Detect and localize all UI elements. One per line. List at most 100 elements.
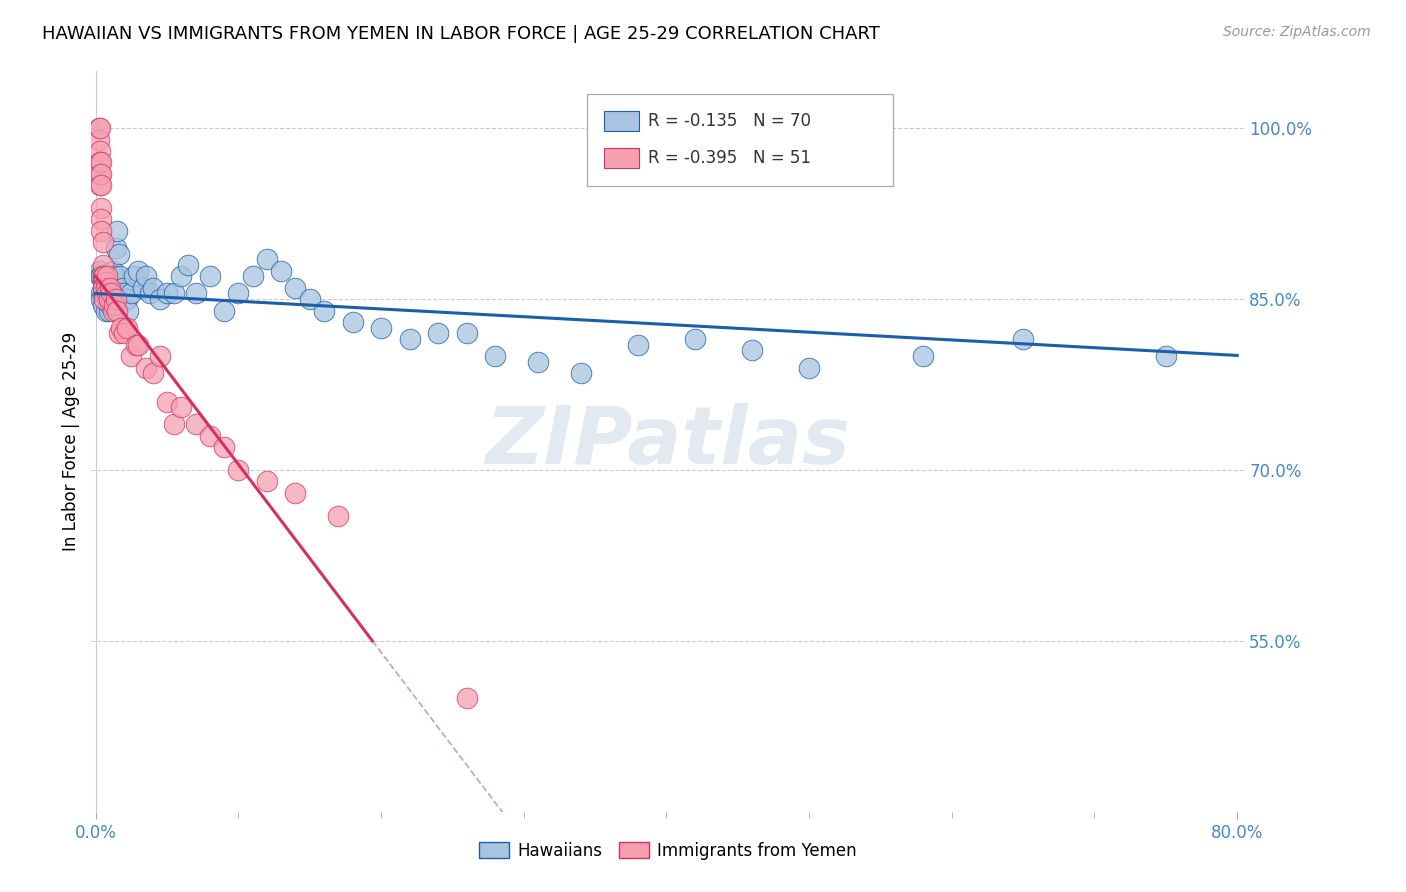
Point bbox=[127, 337, 149, 351]
Point bbox=[90, 212, 112, 227]
Text: R = -0.135   N = 70: R = -0.135 N = 70 bbox=[648, 112, 811, 130]
Y-axis label: In Labor Force | Age 25-29: In Labor Force | Age 25-29 bbox=[62, 332, 80, 551]
Point bbox=[398, 332, 420, 346]
Point bbox=[142, 281, 165, 295]
Point bbox=[98, 298, 121, 312]
Point bbox=[90, 178, 112, 193]
Point bbox=[91, 281, 114, 295]
Point bbox=[184, 417, 207, 432]
Point bbox=[94, 281, 117, 295]
Point bbox=[89, 263, 111, 277]
Point bbox=[94, 303, 117, 318]
Point bbox=[97, 303, 120, 318]
Legend: Hawaiians, Immigrants from Yemen: Hawaiians, Immigrants from Yemen bbox=[472, 835, 863, 866]
Point bbox=[100, 269, 122, 284]
Point bbox=[170, 401, 193, 415]
Point bbox=[132, 281, 155, 295]
Point bbox=[198, 429, 221, 443]
Text: R = -0.395   N = 51: R = -0.395 N = 51 bbox=[648, 149, 811, 167]
Point bbox=[256, 252, 278, 267]
Point bbox=[89, 144, 111, 158]
Point bbox=[156, 394, 179, 409]
Point bbox=[569, 366, 592, 380]
Point bbox=[135, 269, 157, 284]
Point bbox=[184, 286, 207, 301]
Point bbox=[111, 281, 134, 295]
Point bbox=[170, 269, 193, 284]
Point bbox=[124, 337, 146, 351]
Point bbox=[89, 121, 111, 136]
Point bbox=[120, 286, 142, 301]
Point bbox=[142, 366, 165, 380]
Point bbox=[1154, 349, 1177, 363]
Point bbox=[90, 269, 112, 284]
Point bbox=[96, 286, 118, 301]
Point bbox=[91, 269, 114, 284]
Point bbox=[163, 286, 186, 301]
Point bbox=[89, 167, 111, 181]
Point bbox=[212, 303, 235, 318]
Point bbox=[122, 269, 145, 284]
Point bbox=[103, 298, 125, 312]
Point bbox=[91, 235, 114, 250]
Point bbox=[96, 269, 118, 284]
Point bbox=[284, 485, 307, 500]
Point bbox=[912, 349, 935, 363]
Point bbox=[91, 286, 114, 301]
Point bbox=[427, 326, 450, 341]
Point bbox=[98, 281, 121, 295]
Point bbox=[112, 326, 135, 341]
Point bbox=[112, 286, 135, 301]
Point bbox=[683, 332, 706, 346]
Point bbox=[127, 263, 149, 277]
FancyBboxPatch shape bbox=[605, 112, 638, 130]
Point bbox=[328, 508, 350, 523]
Point bbox=[96, 286, 118, 301]
Point bbox=[284, 281, 307, 295]
Point bbox=[456, 690, 478, 705]
Point bbox=[342, 315, 364, 329]
Text: HAWAIIAN VS IMMIGRANTS FROM YEMEN IN LABOR FORCE | AGE 25-29 CORRELATION CHART: HAWAIIAN VS IMMIGRANTS FROM YEMEN IN LAB… bbox=[42, 25, 880, 43]
Point bbox=[93, 269, 115, 284]
Point bbox=[120, 349, 142, 363]
Point bbox=[93, 269, 115, 284]
Point bbox=[256, 475, 278, 489]
Point bbox=[163, 417, 186, 432]
Point bbox=[198, 269, 221, 284]
Point bbox=[105, 224, 128, 238]
Point bbox=[91, 269, 114, 284]
Point bbox=[101, 303, 124, 318]
Point bbox=[312, 303, 335, 318]
Point bbox=[107, 246, 129, 260]
Point bbox=[110, 320, 132, 334]
Point bbox=[94, 275, 117, 289]
Point bbox=[115, 292, 138, 306]
Point bbox=[156, 286, 179, 301]
Point bbox=[228, 286, 250, 301]
Point bbox=[108, 269, 131, 284]
Point bbox=[139, 286, 162, 301]
Point bbox=[91, 275, 114, 289]
Point bbox=[89, 178, 111, 193]
Point bbox=[228, 463, 250, 477]
Point bbox=[117, 303, 139, 318]
Point bbox=[103, 269, 125, 284]
Point bbox=[741, 343, 763, 358]
Point bbox=[90, 224, 112, 238]
Point bbox=[212, 440, 235, 454]
Point bbox=[1012, 332, 1035, 346]
Point bbox=[101, 263, 124, 277]
Point bbox=[105, 303, 128, 318]
Point bbox=[100, 286, 122, 301]
Point bbox=[94, 281, 117, 295]
Point bbox=[107, 326, 129, 341]
Point bbox=[89, 155, 111, 169]
Point bbox=[90, 292, 112, 306]
Point bbox=[97, 292, 120, 306]
Point bbox=[627, 337, 650, 351]
FancyBboxPatch shape bbox=[588, 94, 893, 186]
Text: ZIPatlas: ZIPatlas bbox=[485, 402, 851, 481]
Point bbox=[149, 349, 172, 363]
Point bbox=[93, 286, 115, 301]
Point bbox=[96, 275, 118, 289]
